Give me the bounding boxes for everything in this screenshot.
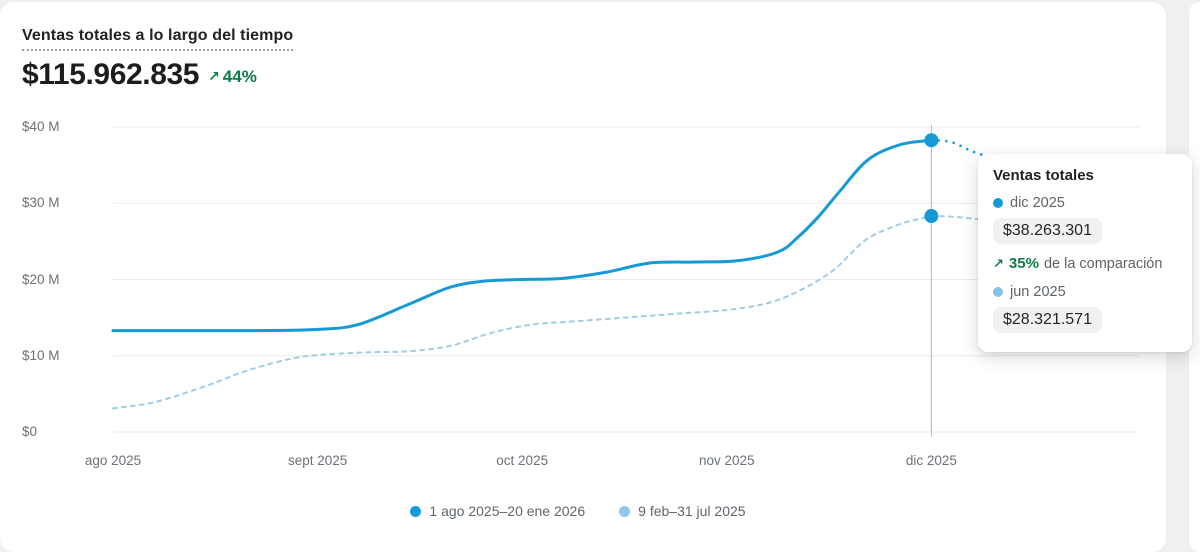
x-axis-tick: dic 2025 (905, 453, 957, 468)
y-axis-tick: $10 M (22, 347, 60, 363)
tooltip-comparison-period-row: jun 2025 (993, 284, 1177, 300)
trend-percent: 44% (222, 66, 257, 86)
tooltip-comparison-dot-icon (993, 287, 1003, 297)
x-axis-tick: nov 2025 (699, 453, 755, 468)
y-axis-tick: $20 M (22, 271, 60, 287)
series-dashed (112, 215, 1137, 410)
legend-current-dot-icon (410, 505, 422, 517)
data-point-marker[interactable] (924, 209, 939, 224)
tooltip-current-period-label: dic 2025 (1010, 195, 1065, 211)
tooltip-delta-text: de la comparación (1043, 256, 1163, 272)
total-sales-value: $115.962.835 (22, 58, 200, 91)
chart-legend: 1 ago 2025–20 ene 2026 9 feb–31 jul 2025 (0, 503, 1156, 519)
legend-item-comparison-period: 9 feb–31 jul 2025 (619, 503, 746, 519)
x-axis-tick: ago 2025 (84, 453, 142, 468)
page-title[interactable]: Ventas totales a lo largo del tiempo (22, 27, 294, 51)
tooltip-delta-percent: 35% (1008, 255, 1039, 272)
legend-comparison-label: 9 feb–31 jul 2025 (638, 503, 746, 519)
chart-tooltip: Ventas totales dic 2025 $38.263.301 ↗ 35… (978, 154, 1192, 352)
x-axis-tick: sept 2025 (287, 453, 348, 468)
legend-current-label: 1 ago 2025–20 ene 2026 (429, 503, 586, 519)
tooltip-title: Ventas totales (993, 167, 1094, 184)
data-point-marker[interactable] (924, 133, 939, 148)
adjacent-card-edge (1189, 2, 1200, 552)
y-axis-tick: $30 M (22, 195, 60, 211)
tooltip-comparison-value-pill: $28.321.571 (993, 307, 1102, 333)
y-axis-tick: $40 M (22, 119, 60, 134)
series-solid (111, 138, 933, 333)
x-axis-tick: oct 2025 (496, 453, 549, 468)
trend-up-arrow-icon: ↗ (208, 68, 220, 84)
total-sales-summary: $115.962.835 ↗ 44% (22, 58, 257, 92)
legend-comparison-dot-icon (619, 505, 631, 517)
y-axis-tick: $0 (22, 424, 38, 439)
tooltip-delta-row: ↗ 35% de la comparación (993, 255, 1177, 272)
tooltip-current-period-row: dic 2025 (993, 195, 1177, 211)
sales-delta-badge: ↗ 44% (208, 67, 257, 87)
tooltip-current-value-pill: $38.263.301 (993, 218, 1102, 244)
legend-item-current-period: 1 ago 2025–20 ene 2026 (410, 503, 585, 519)
tooltip-current-dot-icon (993, 198, 1003, 208)
tooltip-trend-up-arrow-icon: ↗ (993, 256, 1004, 271)
tooltip-comparison-period-label: jun 2025 (1010, 284, 1066, 300)
